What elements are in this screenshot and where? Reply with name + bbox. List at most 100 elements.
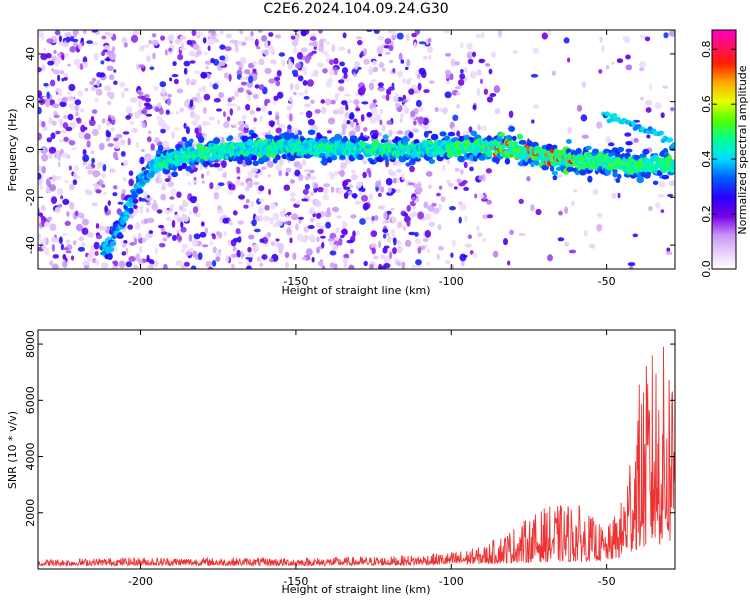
noise-speck xyxy=(409,165,415,173)
noise-speck xyxy=(127,224,134,230)
noise-speck xyxy=(296,52,303,60)
noise-speck xyxy=(289,113,293,122)
noise-speck xyxy=(350,214,357,219)
noise-speck xyxy=(321,241,325,249)
noise-speck xyxy=(93,52,99,61)
noise-speck xyxy=(402,94,407,100)
noise-speck xyxy=(194,213,201,218)
noise-speck xyxy=(405,239,412,247)
noise-speck xyxy=(379,119,383,126)
noise-speck xyxy=(281,59,286,67)
noise-speck xyxy=(62,122,69,129)
noise-speck xyxy=(198,126,202,134)
noise-speck xyxy=(109,168,116,173)
noise-speck xyxy=(205,66,209,70)
noise-speck xyxy=(51,174,57,182)
ridge-point xyxy=(197,136,205,144)
noise-speck xyxy=(179,35,187,41)
noise-speck xyxy=(156,209,163,214)
noise-speck xyxy=(486,214,494,219)
noise-speck xyxy=(665,251,673,256)
noise-speck xyxy=(533,104,539,109)
noise-speck xyxy=(442,30,450,34)
noise-speck xyxy=(192,43,199,51)
noise-speck xyxy=(62,254,67,260)
noise-speck xyxy=(153,85,159,92)
noise-speck xyxy=(381,94,387,100)
noise-speck xyxy=(300,30,307,36)
ridge-point xyxy=(227,135,234,140)
noise-speck xyxy=(322,187,329,195)
noise-speck xyxy=(236,166,241,174)
ridge-point xyxy=(612,170,618,178)
noise-speck xyxy=(268,78,276,84)
noise-speck xyxy=(289,82,294,91)
noise-speck xyxy=(285,171,289,177)
noise-speck xyxy=(237,220,244,225)
noise-speck xyxy=(349,99,352,103)
noise-speck xyxy=(368,193,374,201)
noise-speck xyxy=(468,126,473,133)
noise-speck xyxy=(508,110,514,119)
noise-speck xyxy=(604,136,611,144)
noise-speck xyxy=(105,87,112,92)
noise-speck xyxy=(530,73,539,78)
noise-speck xyxy=(78,131,84,139)
noise-speck xyxy=(401,78,407,84)
y-tick-label: -20 xyxy=(24,188,37,206)
noise-speck xyxy=(73,58,82,66)
noise-speck xyxy=(310,191,315,196)
noise-speck xyxy=(295,200,301,205)
noise-speck xyxy=(428,184,432,189)
noise-speck xyxy=(330,186,335,193)
noise-speck xyxy=(329,68,335,76)
noise-speck xyxy=(394,102,401,108)
noise-speck xyxy=(87,170,95,175)
noise-speck xyxy=(625,64,633,71)
ridge-point xyxy=(526,140,533,147)
ridge-point xyxy=(604,168,612,176)
noise-speck xyxy=(459,202,467,211)
noise-speck xyxy=(372,99,377,104)
noise-speck xyxy=(301,198,309,202)
noise-speck xyxy=(327,117,336,125)
ridge-point xyxy=(566,166,575,172)
noise-speck xyxy=(170,111,174,116)
noise-speck xyxy=(223,121,230,129)
noise-speck xyxy=(348,184,354,189)
noise-speck xyxy=(332,206,339,213)
noise-speck xyxy=(172,61,177,67)
noise-speck xyxy=(422,237,429,243)
noise-speck xyxy=(463,67,468,73)
noise-speck xyxy=(645,107,652,113)
y-tick-label: 40 xyxy=(24,47,37,61)
ridge-point xyxy=(516,133,524,140)
noise-speck xyxy=(57,74,61,82)
noise-speck xyxy=(189,99,194,107)
noise-speck xyxy=(46,216,53,221)
noise-speck xyxy=(237,87,244,93)
noise-speck xyxy=(411,128,419,133)
noise-speck xyxy=(132,30,140,36)
noise-speck xyxy=(393,177,397,184)
ridge-point xyxy=(534,159,540,166)
noise-speck xyxy=(343,262,347,268)
noise-speck xyxy=(90,116,95,121)
noise-speck xyxy=(238,126,245,132)
noise-speck xyxy=(283,184,291,191)
noise-speck xyxy=(100,226,107,231)
ridge-point xyxy=(670,159,675,166)
noise-speck xyxy=(111,46,116,52)
noise-speck xyxy=(425,213,432,221)
noise-speck xyxy=(453,186,458,190)
ridge-point xyxy=(512,135,517,142)
noise-speck xyxy=(432,207,440,214)
noise-speck xyxy=(243,204,249,209)
noise-speck xyxy=(428,80,435,84)
noise-speck xyxy=(399,117,403,123)
noise-speck xyxy=(158,177,163,184)
noise-speck xyxy=(289,237,293,244)
noise-speck xyxy=(301,235,308,243)
noise-speck xyxy=(51,243,56,252)
noise-speck xyxy=(458,216,462,224)
